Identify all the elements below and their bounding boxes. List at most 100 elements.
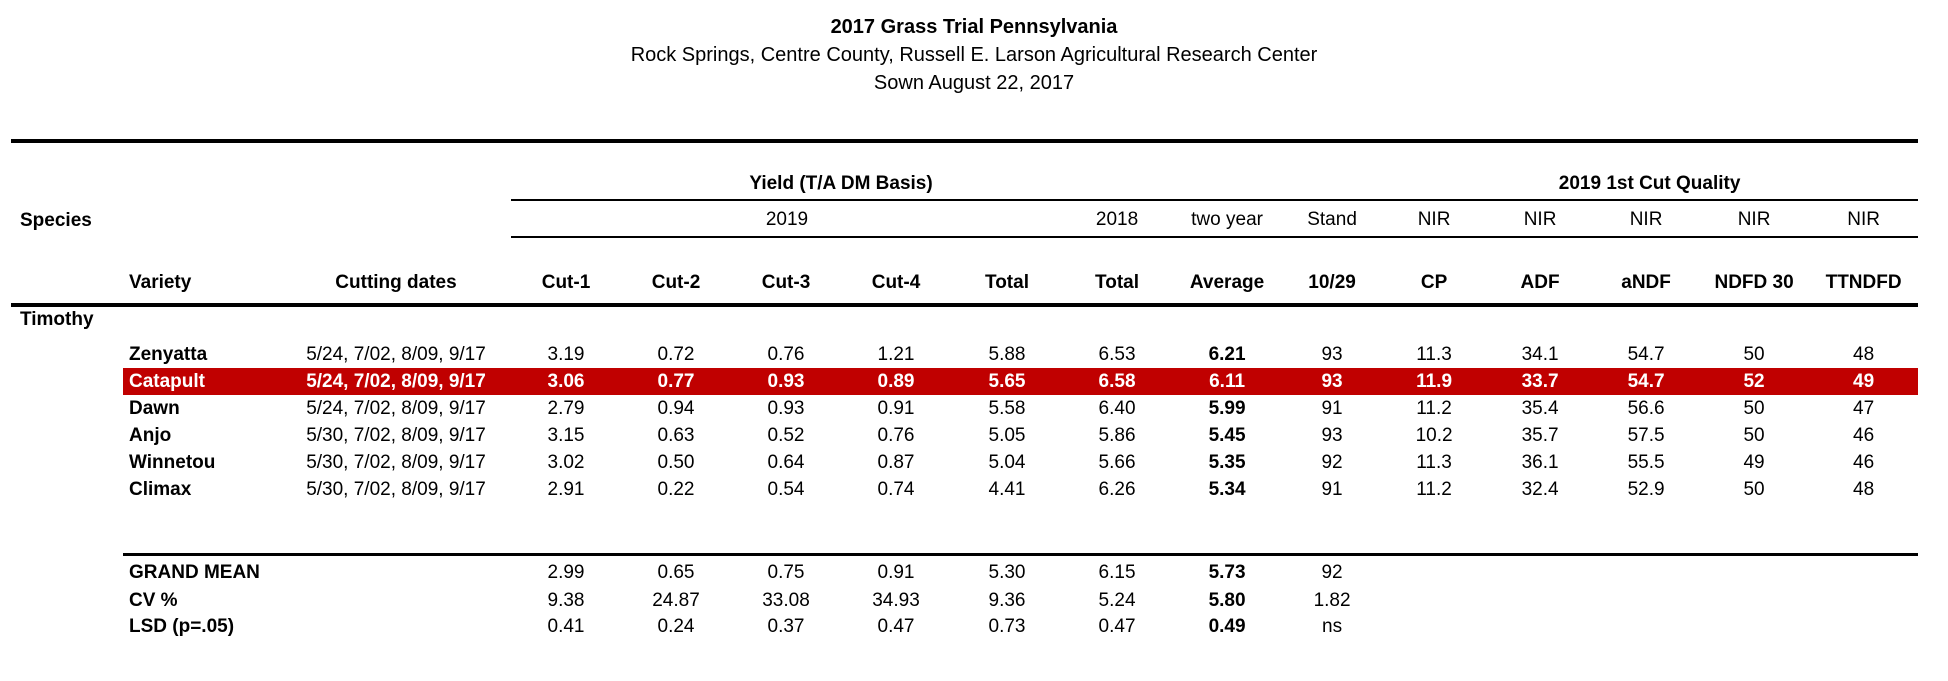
cell-stand: 93 xyxy=(1321,343,1343,365)
cell-cut1: 3.02 xyxy=(547,451,585,473)
cell-cut1: 2.91 xyxy=(547,478,585,500)
ndfd30-col-header: NDFD 30 xyxy=(1699,237,1810,307)
report-sown-date: Sown August 22, 2017 xyxy=(873,72,1075,94)
cell-stand: ns xyxy=(1322,616,1343,637)
species-row: Timothy xyxy=(11,305,1918,341)
two-year-header: two year xyxy=(1171,200,1284,238)
cell-cut2: 0.22 xyxy=(657,478,695,500)
group-header-spacer xyxy=(11,141,511,200)
cell-average: 5.73 xyxy=(1171,553,1284,588)
cell-andf: 54.7 xyxy=(1627,343,1665,365)
cell-total-2019: 4.41 xyxy=(988,478,1026,500)
cell-cut3: 0.93 xyxy=(767,397,805,419)
cell-average: 6.11 xyxy=(1171,368,1284,395)
total-2019-col-header: Total xyxy=(951,237,1063,307)
cell-cp: 11.3 xyxy=(1416,451,1452,473)
cell-andf: 52.9 xyxy=(1627,478,1665,500)
cell-stand: 91 xyxy=(1321,478,1343,500)
cell-cut2: 0.65 xyxy=(621,553,731,588)
species-label: Timothy xyxy=(20,309,94,330)
cell-cutting-dates: 5/30, 7/02, 8/09, 9/17 xyxy=(306,478,486,500)
cell-adf: 36.1 xyxy=(1521,451,1559,473)
cell-total-2019: 5.05 xyxy=(988,424,1026,446)
cell-average: 6.21 xyxy=(1208,343,1246,365)
cell-cut3: 0.64 xyxy=(767,451,805,473)
cp-col-header: CP xyxy=(1381,237,1488,307)
cell-adf: 33.7 xyxy=(1487,368,1594,395)
cell-cut2: 24.87 xyxy=(652,590,700,611)
cell-total-2019: 9.36 xyxy=(988,590,1026,611)
cell-cut4: 0.74 xyxy=(877,478,915,500)
cell-stand: 92 xyxy=(1321,451,1343,473)
quality-group-header: 2019 1st Cut Quality xyxy=(1381,141,1919,201)
variety-name: Anjo xyxy=(129,424,172,446)
cell-total-2018: 6.53 xyxy=(1098,343,1136,365)
cell-cut2: 0.72 xyxy=(657,343,695,365)
lsd-row: LSD (p=.05) 0.41 0.24 0.37 0.47 0.73 0.4… xyxy=(11,614,1918,640)
variety-name: Winnetou xyxy=(129,451,216,473)
cutting-dates-col-header: Cutting dates xyxy=(281,237,511,307)
cell-ttndfd: 47 xyxy=(1853,397,1875,419)
cell-cut2: 0.50 xyxy=(657,451,695,473)
cell-cut1: 3.06 xyxy=(511,368,621,395)
cell-cut3: 33.08 xyxy=(762,590,810,611)
report-title: 2017 Grass Trial Pennsylvania xyxy=(830,16,1118,38)
cell-cut2: 0.63 xyxy=(657,424,695,446)
cell-ndfd30: 50 xyxy=(1743,343,1765,365)
nir-header: NIR xyxy=(1809,200,1919,238)
cell-ttndfd: 48 xyxy=(1853,478,1875,500)
cv-row: CV % 9.38 24.87 33.08 34.93 9.36 5.24 5.… xyxy=(11,588,1918,614)
cell-average: 5.35 xyxy=(1208,451,1246,473)
cell-total-2019: 0.73 xyxy=(988,616,1026,637)
cell-cp: 11.3 xyxy=(1416,343,1452,365)
variety-name: Dawn xyxy=(129,397,180,419)
report-subtitle: Rock Springs, Centre County, Russell E. … xyxy=(630,44,1318,66)
cell-average: 0.49 xyxy=(1208,616,1246,637)
cell-adf: 32.4 xyxy=(1521,478,1559,500)
ttndfd-col-header: TTNDFD xyxy=(1809,237,1919,307)
cell-average: 5.80 xyxy=(1208,590,1246,611)
adf-col-header: ADF xyxy=(1487,237,1594,307)
cell-total-2019: 5.30 xyxy=(951,553,1063,588)
cell-cut4: 0.47 xyxy=(877,616,915,637)
cell-total-2019: 5.04 xyxy=(988,451,1026,473)
cell-total-2018: 6.58 xyxy=(1063,368,1172,395)
cell-ttndfd: 46 xyxy=(1853,451,1875,473)
cut3-col-header: Cut-3 xyxy=(731,237,841,307)
cell-cutting-dates: 5/30, 7/02, 8/09, 9/17 xyxy=(306,451,486,473)
stand-header: Stand xyxy=(1283,200,1382,238)
cell-cut2: 0.94 xyxy=(657,397,695,419)
cell-total-2018: 5.24 xyxy=(1098,590,1136,611)
cell-cut1: 3.15 xyxy=(547,424,585,446)
cell-andf: 56.6 xyxy=(1627,397,1665,419)
cell-stand: 92 xyxy=(1283,553,1382,588)
cell-cutting-dates: 5/30, 7/02, 8/09, 9/17 xyxy=(306,424,486,446)
cell-total-2018: 5.66 xyxy=(1098,451,1136,473)
cut1-col-header: Cut-1 xyxy=(511,237,621,307)
cell-cut2: 0.24 xyxy=(657,616,695,637)
table-row-dawn: Dawn 5/24, 7/02, 8/09, 9/17 2.79 0.94 0.… xyxy=(11,395,1918,422)
cell-total-2018: 6.15 xyxy=(1063,553,1172,588)
year-2018-header: 2018 xyxy=(1063,200,1172,238)
stand-date-col-header: 10/29 xyxy=(1283,237,1382,307)
cell-cut3: 0.93 xyxy=(731,368,841,395)
cell-cp: 11.9 xyxy=(1381,368,1488,395)
report-header: 2017 Grass Trial Pennsylvania Rock Sprin… xyxy=(0,0,1948,97)
average-col-header: Average xyxy=(1171,237,1284,307)
cell-cut4: 0.76 xyxy=(877,424,915,446)
table-row-zenyatta: Zenyatta 5/24, 7/02, 8/09, 9/17 3.19 0.7… xyxy=(11,341,1918,368)
table-row-anjo: Anjo 5/30, 7/02, 8/09, 9/17 3.15 0.63 0.… xyxy=(11,422,1918,449)
nir-header: NIR xyxy=(1699,200,1810,238)
cell-adf: 34.1 xyxy=(1521,343,1559,365)
cell-cut4: 34.93 xyxy=(872,590,920,611)
cell-ndfd30: 50 xyxy=(1743,424,1765,446)
cell-cutting-dates: 5/24, 7/02, 8/09, 9/17 xyxy=(281,368,511,395)
cell-stand: 93 xyxy=(1321,424,1343,446)
cell-cut3: 0.75 xyxy=(731,553,841,588)
table-row-winnetou: Winnetou 5/30, 7/02, 8/09, 9/17 3.02 0.5… xyxy=(11,449,1918,476)
cell-cut4: 0.91 xyxy=(877,397,915,419)
cell-cut3: 0.52 xyxy=(767,424,805,446)
grand-mean-row: GRAND MEAN 2.99 0.65 0.75 0.91 5.30 6.15… xyxy=(11,553,1919,588)
nir-header: NIR xyxy=(1381,200,1488,238)
cell-andf: 57.5 xyxy=(1627,424,1665,446)
